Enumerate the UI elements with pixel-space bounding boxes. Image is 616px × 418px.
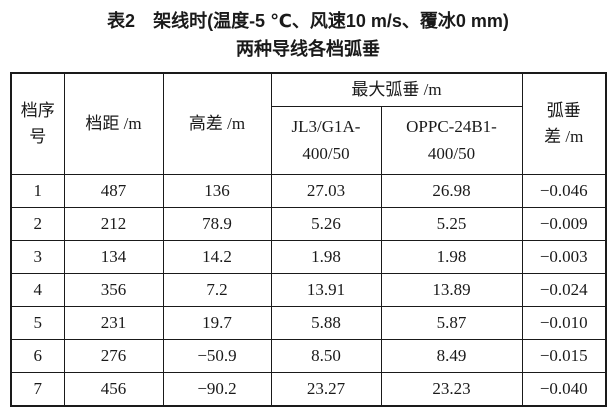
- table-row: 4 356 7.2 13.91 13.89 −0.024: [10, 273, 607, 307]
- cell-sag-oppc: 23.23: [380, 372, 523, 407]
- cell-sag-diff: −0.010: [521, 306, 607, 340]
- cell-span-no: 4: [10, 273, 65, 307]
- header-conductor2-line1: OPPC-24B1-: [406, 117, 497, 137]
- cell-span-length: 276: [63, 339, 164, 373]
- cell-height-diff: −90.2: [162, 372, 272, 407]
- table-row: 2 212 78.9 5.26 5.25 −0.009: [10, 207, 607, 241]
- table-row: 5 231 19.7 5.88 5.87 −0.010: [10, 306, 607, 340]
- cell-span-no: 7: [10, 372, 65, 407]
- cell-span-no: 5: [10, 306, 65, 340]
- header-span-number: 档序 号: [10, 72, 65, 175]
- cell-sag-diff: −0.015: [521, 339, 607, 373]
- cell-span-length: 231: [63, 306, 164, 340]
- table-row: 7 456 −90.2 23.27 23.23 −0.040: [10, 372, 607, 407]
- cell-sag-jl3: 8.50: [270, 339, 382, 373]
- cell-sag-oppc: 5.25: [380, 207, 523, 241]
- header-span-number-line1: 档序: [20, 100, 55, 120]
- cell-height-diff: 7.2: [162, 273, 272, 307]
- cell-span-no: 3: [10, 240, 65, 274]
- table-row: 1 487 136 27.03 26.98 −0.046: [10, 174, 607, 208]
- cell-sag-jl3: 13.91: [270, 273, 382, 307]
- cell-sag-oppc: 5.87: [380, 306, 523, 340]
- cell-span-no: 2: [10, 207, 65, 241]
- header-conductor-jl3-g1a: JL3/G1A- 400/50: [270, 106, 382, 175]
- cell-sag-diff: −0.046: [521, 174, 607, 208]
- cell-span-length: 356: [63, 273, 164, 307]
- cell-sag-diff: −0.040: [521, 372, 607, 407]
- cell-sag-diff: −0.009: [521, 207, 607, 241]
- cell-sag-diff: −0.024: [521, 273, 607, 307]
- cell-sag-jl3: 23.27: [270, 372, 382, 407]
- cell-sag-jl3: 5.26: [270, 207, 382, 241]
- sag-comparison-table: 档序 号 档距 /m 高差 /m 最大弧垂 /m 弧垂 差 /m JL3/G1A…: [10, 72, 608, 407]
- header-sag-difference-line1: 弧垂: [546, 100, 581, 120]
- cell-span-length: 456: [63, 372, 164, 407]
- cell-sag-jl3: 1.98: [270, 240, 382, 274]
- table-row: 3 134 14.2 1.98 1.98 −0.003: [10, 240, 607, 274]
- cell-sag-jl3: 27.03: [270, 174, 382, 208]
- cell-height-diff: 14.2: [162, 240, 272, 274]
- cell-sag-oppc: 26.98: [380, 174, 523, 208]
- header-sag-difference-line2: 差 /m: [544, 127, 584, 146]
- header-height-difference: 高差 /m: [162, 72, 272, 175]
- header-max-sag: 最大弧垂 /m: [270, 72, 523, 107]
- header-span-number-line2: 号: [29, 127, 47, 146]
- caption-line-2: 两种导线各档弧垂: [236, 39, 380, 59]
- cell-sag-oppc: 8.49: [380, 339, 523, 373]
- cell-height-diff: −50.9: [162, 339, 272, 373]
- cell-span-length: 212: [63, 207, 164, 241]
- header-conductor2-line2: 400/50: [427, 143, 476, 163]
- cell-span-length: 487: [63, 174, 164, 208]
- cell-height-diff: 78.9: [162, 207, 272, 241]
- header-conductor1-line1: JL3/G1A-: [291, 117, 361, 137]
- table-row: 6 276 −50.9 8.50 8.49 −0.015: [10, 339, 607, 373]
- caption-line-1: 表2 架线时(温度-5 ℃、风速10 m/s、覆冰0 mm): [107, 11, 509, 31]
- header-span-length: 档距 /m: [63, 72, 164, 175]
- cell-sag-jl3: 5.88: [270, 306, 382, 340]
- header-conductor1-line2: 400/50: [302, 143, 350, 163]
- cell-sag-oppc: 1.98: [380, 240, 523, 274]
- cell-height-diff: 19.7: [162, 306, 272, 340]
- cell-span-no: 6: [10, 339, 65, 373]
- cell-sag-diff: −0.003: [521, 240, 607, 274]
- cell-span-length: 134: [63, 240, 164, 274]
- header-conductor-oppc-24b1: OPPC-24B1- 400/50: [380, 106, 523, 175]
- cell-span-no: 1: [10, 174, 65, 208]
- cell-height-diff: 136: [162, 174, 272, 208]
- cell-sag-oppc: 13.89: [380, 273, 523, 307]
- table-caption: 表2 架线时(温度-5 ℃、风速10 m/s、覆冰0 mm) 两种导线各档弧垂: [0, 0, 616, 63]
- header-sag-difference: 弧垂 差 /m: [521, 72, 607, 175]
